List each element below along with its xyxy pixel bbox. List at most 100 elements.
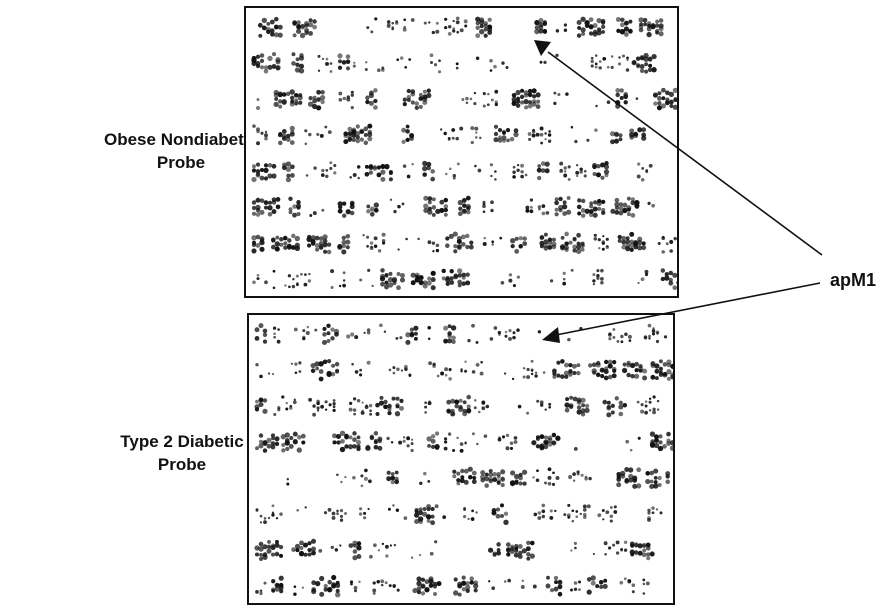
array-spot (275, 539, 279, 544)
array-spot (590, 56, 594, 60)
array-spot (531, 440, 537, 446)
array-spot (355, 138, 360, 144)
array-spot (446, 399, 452, 405)
array-spot (510, 470, 516, 476)
array-spot (642, 582, 645, 586)
array-spot (290, 362, 294, 365)
array-spot (462, 400, 467, 405)
array-spot (621, 367, 628, 374)
array-spot (626, 212, 631, 217)
array-spot (494, 170, 497, 173)
array-spot (653, 101, 658, 106)
array-spot (509, 441, 514, 445)
array-spot (475, 25, 480, 30)
array-spot (596, 269, 600, 273)
array-spot (606, 65, 610, 69)
array-spot (275, 197, 281, 202)
array-spot (323, 583, 328, 589)
array-spot (318, 245, 324, 250)
array-spot (622, 362, 627, 367)
array-spot (603, 164, 610, 170)
array-spot (259, 175, 265, 181)
array-spot (293, 398, 296, 401)
array-spot (666, 441, 671, 446)
array-spot (602, 583, 608, 589)
array-spot (496, 474, 501, 479)
array-spot (474, 164, 477, 168)
array-spot (647, 517, 651, 522)
array-spot (466, 209, 471, 215)
array-spot (393, 543, 397, 547)
array-spot (662, 372, 668, 378)
array-spot (451, 339, 456, 344)
array-spot (259, 198, 265, 203)
array-spot (461, 587, 466, 592)
array-spot (261, 17, 267, 24)
array-spot (427, 401, 432, 406)
array-spot (553, 91, 557, 95)
array-spot (577, 211, 582, 216)
array-spot (331, 515, 336, 520)
array-spot (322, 340, 327, 345)
array-spot (461, 281, 466, 286)
array-spot (422, 172, 427, 177)
array-spot (491, 510, 497, 516)
array-spot (264, 136, 268, 141)
array-spot (262, 448, 268, 453)
array-spot (568, 240, 573, 245)
array-spot (295, 274, 299, 278)
array-spot (661, 87, 666, 93)
array-spot (283, 241, 288, 246)
array-spot (395, 508, 400, 512)
array-spot (256, 106, 260, 110)
obese-nondiabetic-array-panel (244, 6, 679, 298)
array-spot (272, 269, 276, 273)
apm1-gene-label: apM1 (830, 270, 877, 290)
array-spot (623, 100, 628, 105)
array-spot (547, 441, 553, 447)
array-spot (283, 235, 288, 241)
array-spot (471, 370, 476, 374)
array-spot (612, 368, 617, 373)
array-spot (564, 247, 569, 253)
array-spot (259, 58, 265, 63)
obese-label-line-1: Obese Nondiabetic (104, 130, 258, 149)
array-spot (354, 589, 357, 593)
array-spot (353, 412, 356, 416)
array-spot (604, 359, 609, 365)
array-spot (438, 59, 441, 63)
array-spot (634, 204, 639, 209)
array-spot (619, 28, 625, 34)
array-spot (499, 513, 505, 519)
array-spot (598, 66, 602, 70)
array-spot (634, 361, 639, 367)
array-spot (347, 126, 353, 132)
array-spot (469, 240, 474, 245)
array-spot (465, 96, 469, 101)
array-spot (345, 59, 351, 64)
array-spot (520, 88, 525, 93)
array-spot (494, 89, 499, 94)
array-spot (590, 575, 596, 581)
array-spot (466, 408, 472, 414)
array-spot (292, 439, 298, 445)
array-spot (355, 135, 360, 140)
array-spot (435, 248, 440, 253)
array-spot (500, 482, 505, 488)
array-spot (336, 509, 339, 513)
array-spot (601, 20, 606, 25)
array-spot (488, 469, 493, 473)
array-spot (260, 131, 264, 135)
array-spot (465, 233, 470, 239)
array-spot (433, 592, 437, 596)
array-spot (455, 136, 459, 141)
array-spot (429, 551, 434, 556)
array-spot (422, 160, 428, 166)
array-spot (348, 407, 353, 412)
array-spot (537, 176, 542, 181)
array-spot (651, 203, 655, 208)
array-spot (641, 245, 647, 251)
array-spot (548, 130, 551, 133)
array-spot (541, 514, 545, 519)
array-spot (418, 553, 422, 557)
